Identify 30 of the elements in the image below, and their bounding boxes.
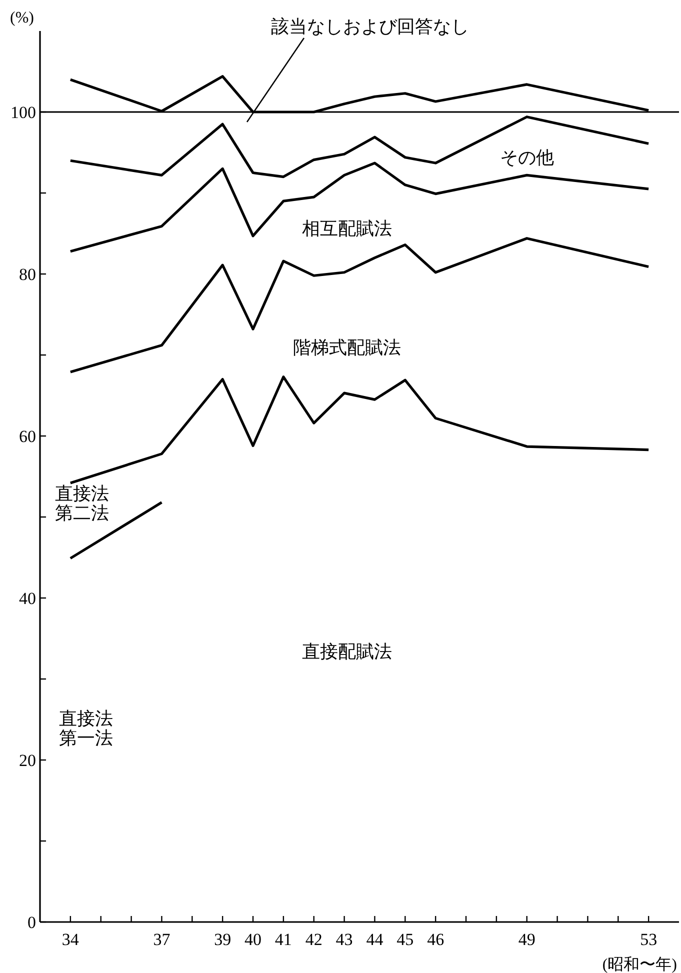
x-tick-label: 39 xyxy=(214,930,232,949)
x-tick-label: 46 xyxy=(427,930,444,949)
annotation: その他 xyxy=(500,147,554,168)
line-series xyxy=(69,376,650,484)
x-tick-label: 34 xyxy=(62,930,80,949)
line-series xyxy=(69,237,650,374)
x-tick-label: 45 xyxy=(396,930,414,949)
y-tick-label: 20 xyxy=(19,750,36,770)
x-tick-label: 49 xyxy=(518,930,536,949)
x-tick-label: 44 xyxy=(366,930,384,949)
x-tick-label: 37 xyxy=(153,930,171,949)
annotation: 階梯式配賦法 xyxy=(293,337,401,358)
annotation: 直接法第二法 xyxy=(55,483,109,524)
y-tick-label: 100 xyxy=(10,102,36,122)
y-axis-title: (%) xyxy=(10,10,34,27)
annotation: 該当なしおよび回答なし xyxy=(271,16,469,36)
annotation: 相互配賦法 xyxy=(302,218,392,238)
line-series xyxy=(69,116,650,178)
annotation: 直接配賦法 xyxy=(302,641,392,662)
x-axis-title: (昭和〜年) xyxy=(602,956,677,973)
annotation: 直接法第一法 xyxy=(59,708,113,748)
y-tick-label: 0 xyxy=(28,912,36,932)
x-tick-label: 43 xyxy=(336,930,353,949)
x-tick-label: 42 xyxy=(305,930,322,949)
x-tick-label: 41 xyxy=(274,930,292,949)
y-tick-label: 80 xyxy=(19,264,36,284)
y-tick-label: 60 xyxy=(19,426,36,446)
x-tick-label: 53 xyxy=(640,930,658,949)
x-tick-label: 40 xyxy=(244,930,262,949)
y-tick-label: 40 xyxy=(19,588,36,608)
